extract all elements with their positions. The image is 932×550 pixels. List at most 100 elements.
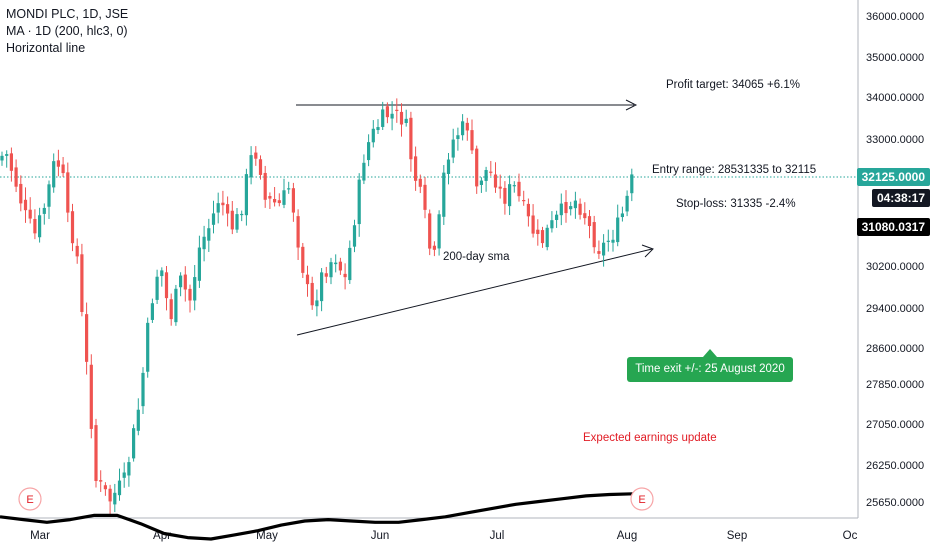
candle-body [616, 217, 620, 243]
candle-body [179, 275, 183, 288]
candle-body [587, 216, 592, 227]
candle-body [136, 409, 140, 431]
candle-body [254, 152, 258, 159]
candle-body [164, 272, 169, 299]
candle-body [47, 184, 51, 207]
horizontal-line-label[interactable]: Horizontal line [6, 41, 86, 55]
candle-body [578, 203, 582, 215]
candle-body [268, 196, 272, 199]
candle-body [258, 159, 263, 175]
candle-body [9, 153, 13, 171]
candle-body [305, 274, 310, 285]
candle-body [503, 187, 507, 204]
candle-body [573, 200, 577, 209]
candle-body [334, 262, 338, 265]
candle-body [437, 214, 441, 249]
candle-body [395, 109, 399, 112]
candle-body [470, 130, 474, 151]
ma-200-line [0, 492, 634, 541]
candle-body [146, 322, 150, 372]
candle-body [70, 211, 75, 244]
candle-body [602, 242, 606, 256]
profit-target-arrow [625, 99, 638, 111]
x-tick-label: Aug [617, 530, 637, 542]
candle-body [235, 214, 239, 230]
y-tick-label: 36000.0000 [866, 11, 924, 23]
candle-body [197, 247, 201, 281]
candle-body [132, 428, 136, 459]
candle-body [282, 190, 286, 205]
candle-body [352, 225, 357, 247]
candle-body [61, 164, 65, 174]
entry-range-label: Entry range: 28531335 to 32115 [652, 164, 817, 176]
candle-body [273, 199, 277, 203]
symbol-title[interactable]: MONDI PLC, 1D, JSE [6, 7, 129, 21]
candle-body [592, 222, 596, 248]
candle-body [324, 273, 328, 277]
ma-indicator-label[interactable]: MA · 1D (200, hlc3, 0) [6, 24, 128, 38]
earnings-marker [630, 487, 654, 511]
candle-body [493, 174, 498, 188]
candle-body [550, 220, 554, 229]
candle-body [329, 262, 333, 278]
candle-body [428, 213, 432, 249]
candle-body [160, 270, 164, 277]
candle-body [465, 122, 469, 131]
candle-body [66, 172, 70, 213]
candle-body [522, 200, 526, 202]
candle-body [611, 239, 615, 243]
candle-body [0, 155, 4, 161]
candle-body [56, 160, 60, 167]
candle-body [207, 228, 211, 241]
ma-value-label: 31080.0317 [856, 218, 930, 236]
candle-body [301, 246, 305, 273]
time-exit-callout[interactable]: Time exit +/-: 25 August 2020 [627, 349, 793, 382]
candle-body [385, 106, 389, 118]
last-price-label: 32125.0000 [856, 168, 930, 186]
candle-body [108, 488, 112, 502]
x-tick-label: Oc [843, 530, 858, 542]
candle-body [226, 204, 230, 214]
candle-body [99, 480, 103, 482]
candle-body [103, 485, 107, 490]
trend-line-arrow [641, 244, 654, 258]
y-tick-label: 28600.0000 [866, 343, 924, 355]
candle-body [404, 118, 408, 123]
candle-body [475, 148, 479, 187]
candle-body [409, 117, 413, 160]
y-tick-label: 29400.0000 [866, 303, 924, 315]
candle-body [540, 230, 545, 244]
candle-body [376, 127, 380, 131]
candle-body [19, 183, 23, 204]
candle-body [418, 178, 422, 187]
candle-body [75, 245, 79, 257]
candle-body [89, 364, 93, 429]
candle-body [5, 154, 9, 156]
candle-body [371, 128, 375, 143]
candle-body [287, 188, 291, 190]
candle-body [442, 172, 446, 217]
candle-body [296, 216, 300, 248]
candle-body [620, 213, 624, 218]
candle-body [498, 186, 502, 189]
candle-body [38, 215, 42, 238]
sma-label: 200-day sma [443, 251, 510, 263]
candle-body [113, 492, 117, 505]
x-tick-label: Jul [490, 530, 505, 542]
candle-body [230, 210, 234, 230]
candle-body [174, 288, 178, 323]
candle-body [367, 142, 371, 161]
candle-body [446, 159, 451, 174]
candle-body [381, 109, 385, 127]
candle-body [489, 171, 493, 173]
candle-body [85, 314, 89, 362]
candle-body [536, 229, 540, 235]
candle-body [315, 300, 319, 307]
candle-body [625, 195, 629, 212]
candle-body [512, 185, 516, 187]
candle-body [141, 372, 145, 407]
profit-target-label: Profit target: 34065 +6.1% [666, 79, 800, 91]
candle-body [597, 251, 601, 254]
candle-body [291, 188, 295, 213]
